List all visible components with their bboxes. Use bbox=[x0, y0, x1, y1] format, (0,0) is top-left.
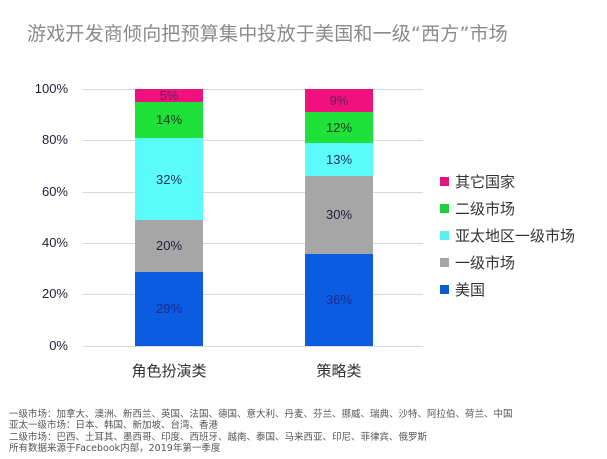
legend: 其它国家 二级市场 亚太地区一级市场 一级市场 美国 bbox=[440, 168, 575, 303]
segment-label: 32% bbox=[155, 171, 183, 187]
legend-swatch-icon bbox=[440, 177, 449, 186]
legend-label: 其它国家 bbox=[455, 173, 516, 191]
y-tick-100: 100% bbox=[34, 81, 68, 96]
legend-item-usa: 美国 bbox=[440, 276, 575, 303]
legend-item-tier2: 二级市场 bbox=[440, 195, 575, 222]
bar-rpg: 29% 20% 32% 14% 5% bbox=[135, 89, 203, 346]
y-tick-40: 40% bbox=[41, 235, 68, 250]
segment-other: 5% bbox=[135, 89, 203, 102]
y-tick-80: 80% bbox=[41, 132, 68, 147]
segment-tier1: 20% bbox=[135, 220, 203, 272]
segment-label: 29% bbox=[155, 301, 183, 317]
stacked-bar-chart: 100% 80% 60% 40% 20% 0% 29% 20% 32% 14% … bbox=[34, 81, 575, 380]
footnote-apac-tier1: 亚太一级市场：日本、韩国、新加坡、台湾、香港 bbox=[9, 420, 219, 432]
segment-label: 9% bbox=[329, 93, 349, 109]
legend-label: 一级市场 bbox=[455, 254, 516, 272]
segment-label: 13% bbox=[325, 152, 353, 168]
legend-swatch-icon bbox=[440, 231, 449, 240]
y-tick-20: 20% bbox=[41, 286, 68, 301]
segment-label: 30% bbox=[325, 207, 353, 223]
legend-label: 二级市场 bbox=[455, 200, 516, 218]
segment-label: 36% bbox=[325, 292, 353, 308]
segment-label: 5% bbox=[159, 89, 179, 102]
segment-usa: 36% bbox=[305, 253, 373, 346]
segment-label: 14% bbox=[155, 112, 183, 128]
footnote-tier2: 二级市场：巴西、土耳其、墨西哥、印度、西班牙、越南、泰国、马来西亚、印尼、菲律宾… bbox=[9, 431, 428, 443]
gridline-60 bbox=[83, 192, 423, 193]
gridline-80 bbox=[83, 140, 423, 141]
legend-item-tier1: 一级市场 bbox=[440, 249, 575, 276]
bar-strategy: 36% 30% 13% 12% 9% bbox=[305, 89, 373, 346]
segment-label: 12% bbox=[325, 120, 353, 136]
segment-tier2: 12% bbox=[305, 112, 373, 143]
legend-swatch-icon bbox=[440, 285, 449, 294]
segment-apac-tier1: 13% bbox=[305, 143, 373, 177]
y-tick-60: 60% bbox=[41, 184, 68, 199]
legend-label: 亚太地区一级市场 bbox=[455, 227, 576, 245]
segment-tier2: 14% bbox=[135, 101, 203, 138]
segment-apac-tier1: 32% bbox=[135, 137, 203, 221]
segment-tier1: 30% bbox=[305, 176, 373, 254]
y-tick-0: 0% bbox=[49, 338, 68, 353]
legend-swatch-icon bbox=[440, 204, 449, 213]
footnote-source: 所有数据来源于Facebook内部，2019年第一季度 bbox=[9, 442, 221, 454]
legend-label: 美国 bbox=[455, 281, 486, 299]
gridline-0 bbox=[83, 346, 423, 347]
chart-title: 游戏开发商倾向把预算集中投放于美国和一级“西方”市场 bbox=[27, 23, 508, 45]
gridline-40 bbox=[83, 243, 423, 244]
legend-item-apac-tier1: 亚太地区一级市场 bbox=[440, 222, 575, 249]
footnotes: 一级市场：加拿大、澳洲、新西兰、英国、法国、德国、意大利、丹麦、芬兰、挪威、瑞典… bbox=[9, 409, 513, 454]
segment-usa: 29% bbox=[135, 271, 203, 346]
legend-item-other: 其它国家 bbox=[440, 168, 575, 195]
footnote-tier1: 一级市场：加拿大、澳洲、新西兰、英国、法国、德国、意大利、丹麦、芬兰、挪威、瑞典… bbox=[9, 409, 513, 420]
x-category-strategy: 策略类 bbox=[316, 362, 362, 380]
gridline-20 bbox=[83, 294, 423, 295]
segment-other: 9% bbox=[305, 89, 373, 113]
x-category-rpg: 角色扮演类 bbox=[131, 362, 207, 380]
gridline-100 bbox=[83, 89, 423, 90]
segment-label: 20% bbox=[155, 238, 183, 254]
legend-swatch-icon bbox=[440, 258, 449, 267]
